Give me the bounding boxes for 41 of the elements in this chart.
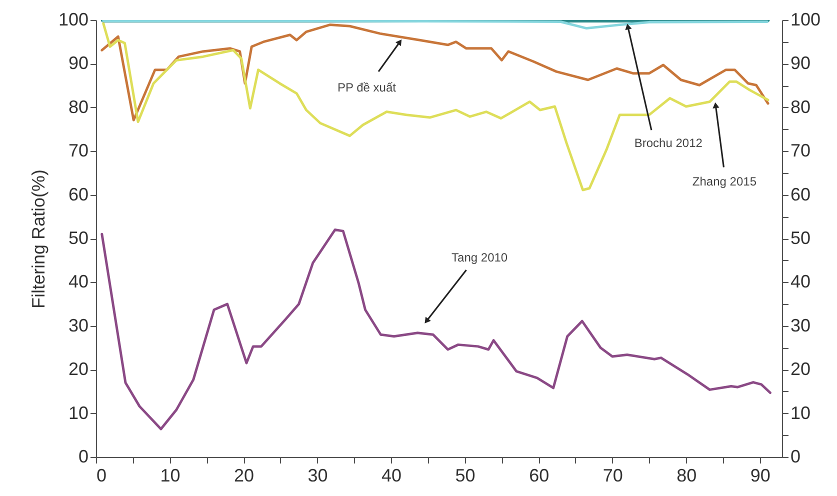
y-axis-title: Filtering Ratio(%) bbox=[28, 169, 48, 309]
x-tick-label: 10 bbox=[160, 466, 180, 486]
annotation: PP đề xuất bbox=[337, 80, 397, 94]
line-series bbox=[102, 20, 768, 30]
annotation: Zhang 2015 bbox=[692, 174, 757, 189]
y2-tick-label: 90 bbox=[790, 53, 811, 74]
x-tick-label: 60 bbox=[529, 466, 550, 486]
x-tick-label: 20 bbox=[234, 466, 254, 486]
x-tick-label: 90 bbox=[750, 466, 770, 486]
y2-tick-label: 100 bbox=[790, 10, 821, 30]
x-tick-label: 70 bbox=[602, 466, 623, 486]
y-tick-label: 0 bbox=[78, 446, 88, 466]
y-tick-label: 30 bbox=[68, 315, 88, 336]
y-tick-label: 90 bbox=[68, 53, 88, 74]
y2-tick-label: 80 bbox=[790, 96, 811, 117]
y2-tick-label: 70 bbox=[790, 140, 811, 161]
x-tick-label: 50 bbox=[455, 466, 476, 486]
y2-tick-label: 10 bbox=[790, 402, 811, 423]
y-tick-label: 10 bbox=[68, 402, 88, 423]
x-tick-label: 30 bbox=[308, 466, 328, 486]
y-tick-label: 100 bbox=[58, 10, 88, 30]
y2-tick-label: 60 bbox=[790, 184, 811, 204]
y-tick-label: 70 bbox=[68, 140, 88, 161]
y2-tick-label: 50 bbox=[790, 228, 811, 248]
annotation: Tang 2010 bbox=[452, 250, 508, 265]
y-tick-label: 50 bbox=[68, 228, 88, 248]
y-tick-label: 60 bbox=[68, 184, 88, 204]
x-tick-label: 40 bbox=[382, 466, 402, 486]
y2-tick-label: 40 bbox=[790, 272, 811, 292]
y2-tick-label: 20 bbox=[790, 359, 811, 380]
line-series bbox=[102, 22, 770, 192]
x-tick-label: 80 bbox=[676, 466, 697, 486]
annotation: Brochu 2012 bbox=[634, 136, 703, 150]
line-series bbox=[100, 24, 770, 122]
x-tick-label: 0 bbox=[96, 466, 107, 486]
y-tick-label: 20 bbox=[68, 359, 88, 380]
y-tick-label: 80 bbox=[68, 96, 88, 117]
y-tick-label: 40 bbox=[68, 272, 88, 292]
y2-tick-label: 0 bbox=[790, 446, 801, 466]
y2-tick-label: 30 bbox=[790, 315, 811, 336]
line-series bbox=[100, 228, 772, 430]
